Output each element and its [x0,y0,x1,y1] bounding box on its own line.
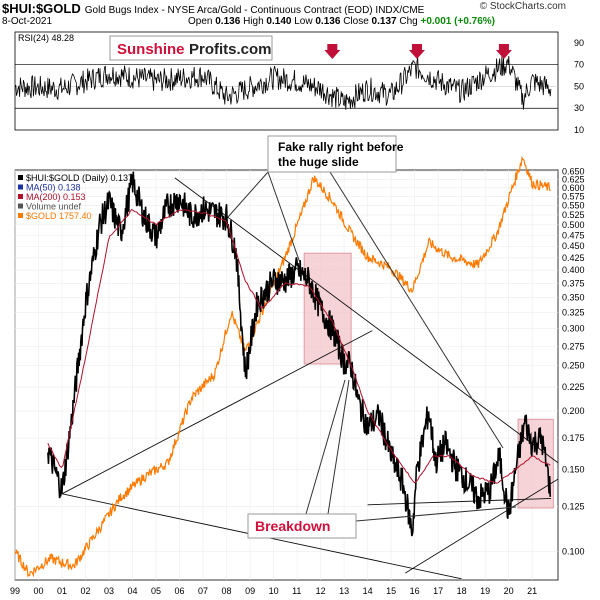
gold-price-line [14,155,551,578]
year-tick-label: 04 [128,586,138,596]
year-tick-label: 07 [198,586,208,596]
price-tick-label: 0.600 [562,183,585,193]
price-tick-label: 0.325 [562,307,585,317]
change-value: +0.001 (+0.76%) [420,16,496,27]
ma200-line [47,208,551,484]
legend-swatch [18,203,23,209]
rsi-arrow-marker [495,44,512,59]
year-tick-label: 08 [222,586,232,596]
trendline [404,478,559,574]
breakdown-label: Breakdown [255,518,330,534]
rsi-tick-label: 70 [574,60,584,70]
price-tick-label: 0.350 [562,292,585,302]
price-tick-label: 0.225 [562,382,585,392]
year-tick-label: 99 [10,586,20,596]
rsi-legend: RSI(24) 48.28 [18,33,74,43]
ohlc-readout: Open 0.136 High 0.140 Low 0.136 Close 0.… [188,16,495,27]
price-tick-label: 0.275 [562,341,585,351]
price-tick-label: 0.200 [562,406,585,416]
watermark-profits: Profits.com [189,41,272,58]
year-tick-label: 01 [57,586,67,596]
year-tick-label: 13 [339,586,349,596]
rsi-line [14,55,552,110]
brand-credit: © StockCharts.com [479,1,566,12]
year-tick-label: 14 [363,586,373,596]
year-tick-label: 09 [245,586,255,596]
year-tick-label: 10 [269,586,279,596]
legend-entry: $HUI:$GOLD (Daily) 0.137 [26,173,133,183]
price-tick-label: 0.425 [562,253,585,263]
legend-swatch [18,213,23,218]
price-tick-label: 0.650 [562,167,585,177]
year-tick-label: 19 [480,586,490,596]
trendline [367,497,551,506]
fake-rally-callout: Fake rally right before the huge slide [227,135,504,449]
rsi-tick-label: 30 [574,103,584,113]
breakdown-callout: Breakdown [247,379,517,539]
chart-header: $HUI:$GOLD Gold Bugs Index - NYSE Arca/Go… [0,0,600,28]
sunshine-profits-logo: Sunshine Profits.com [109,35,273,61]
legend-swatch [18,184,23,190]
legend-entry: MA(50) 0.138 [26,183,81,193]
rsi-frame [14,31,559,131]
price-tick-label: 0.150 [562,464,585,474]
price-tick-label: 0.500 [562,220,585,230]
chart-date: 8-Oct-2021 [2,16,53,27]
price-tick-label: 0.175 [562,433,585,443]
legend-entry: MA(200) 0.153 [26,192,86,202]
price-tick-label: 0.575 [562,191,585,201]
year-tick-label: 05 [151,586,161,596]
rsi-arrow-marker [324,44,341,59]
symbol-title: $HUI:$GOLD Gold Bugs Index - NYSE Arca/Go… [2,1,424,16]
rsi-tick-label: 50 [574,81,584,91]
watermark-sunshine: Sunshine [117,41,185,58]
year-tick-label: 18 [457,586,467,596]
year-tick-label: 06 [175,586,185,596]
highlight-zone [303,252,352,365]
price-tick-label: 0.550 [562,200,585,210]
price-tick-label: 0.450 [562,241,585,251]
price-tick-label: 0.125 [562,501,585,511]
price-tick-label: 0.625 [562,175,585,185]
price-tick-label: 0.250 [562,361,585,371]
trendline [174,177,559,464]
price-tick-label: 0.475 [562,230,585,240]
year-tick-label: 00 [34,586,44,596]
year-tick-label: 15 [386,586,396,596]
year-tick-label: 17 [433,586,443,596]
price-tick-label: 0.400 [562,265,585,275]
fake-rally-line1: Fake rally right before [278,140,404,154]
price-tick-label: 0.300 [562,324,585,334]
price-tick-label: 0.375 [562,278,585,288]
year-tick-label: 20 [504,586,514,596]
rsi-arrow-marker [408,44,425,59]
price-tick-label: 0.525 [562,210,585,220]
year-tick-label: 03 [104,586,114,596]
hui-gold-ratio-line [47,171,551,537]
year-tick-label: 21 [527,586,537,596]
year-tick-label: 16 [410,586,420,596]
legend-swatch [18,175,23,180]
legend-swatch [18,194,23,199]
legend-entry: $GOLD 1757.40 [26,211,92,221]
trendline [61,330,373,495]
year-tick-label: 02 [81,586,91,596]
rsi-tick-label: 90 [574,38,584,48]
legend-entry: Volume undef [26,202,82,212]
symbol-description: Gold Bugs Index - NYSE Arca/Gold - Conti… [84,5,425,16]
year-tick-label: 11 [292,586,301,596]
symbol: $HUI:$GOLD [2,1,81,16]
year-tick-label: 12 [316,586,326,596]
fake-rally-line2: the huge slide [278,155,359,169]
rsi-tick-label: 10 [574,125,584,135]
price-tick-label: 0.100 [562,547,585,557]
rsi-panel: 10 30 50 70 90 RSI(24) 48.28 [14,31,584,135]
